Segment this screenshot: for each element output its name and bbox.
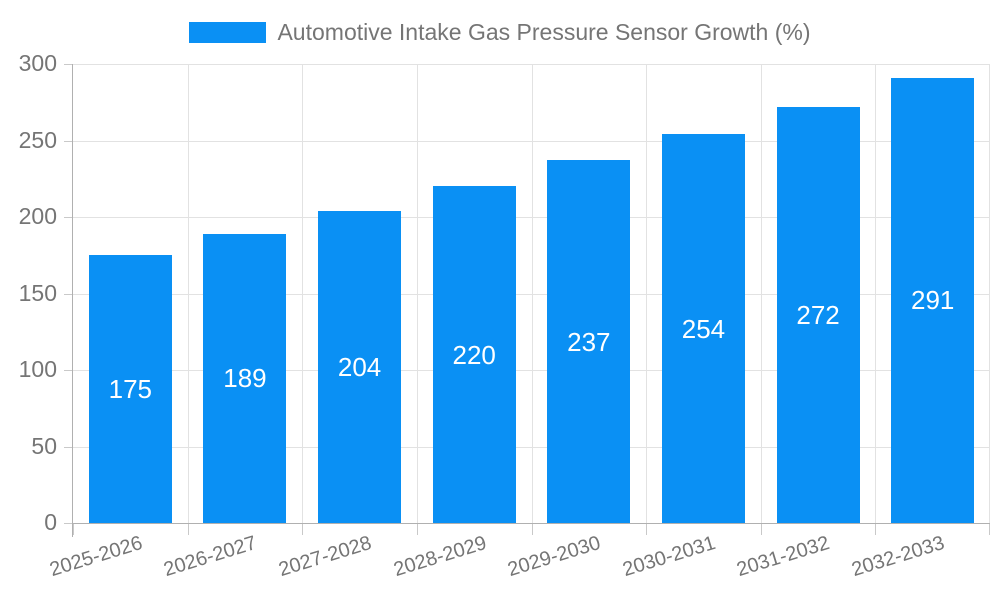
x-axis-line <box>73 523 990 524</box>
y-axis-label: 250 <box>18 126 57 153</box>
bar-value-label: 220 <box>452 339 496 370</box>
y-axis-label: 0 <box>44 509 57 535</box>
x-axis-label: 2028-2029 <box>390 532 489 582</box>
x-axis-tick <box>875 523 877 535</box>
y-axis-line <box>72 64 73 537</box>
bar-value-label: 204 <box>337 351 382 382</box>
bar[interactable] <box>891 77 975 523</box>
bar[interactable] <box>776 106 860 523</box>
bar-value-label: 189 <box>223 363 267 394</box>
x-axis-label: 2026-2027 <box>161 532 260 582</box>
x-axis-tick <box>531 523 533 535</box>
y-axis-tick <box>64 217 73 218</box>
gridline-vertical <box>989 64 990 523</box>
gridline-vertical <box>531 64 533 523</box>
x-axis-tick <box>989 523 990 535</box>
x-axis-tick <box>302 523 304 535</box>
gridline-vertical <box>416 64 418 523</box>
bar-value-label: 254 <box>681 313 726 344</box>
y-axis-label: 100 <box>18 356 57 382</box>
bar-value-label: 291 <box>910 285 955 316</box>
y-axis-tick <box>64 446 73 448</box>
x-axis-tick <box>646 523 648 535</box>
x-axis-tick <box>416 523 418 535</box>
x-axis-tick <box>760 523 762 535</box>
bar-value-label: 175 <box>108 374 152 405</box>
plot-area: 0 50 100 150 200 250 300 175 2025-2026 189 2026-20… <box>19 52 990 581</box>
gridline-vertical <box>302 64 304 523</box>
y-axis-tick <box>64 293 73 295</box>
x-axis-tick <box>187 523 189 535</box>
y-axis-label: 50 <box>31 432 57 459</box>
bar-value-label: 237 <box>567 326 611 357</box>
y-axis-label: 150 <box>18 279 57 306</box>
bar[interactable] <box>318 210 402 523</box>
bar[interactable] <box>88 255 172 523</box>
bar[interactable] <box>547 160 631 523</box>
bar[interactable] <box>203 233 287 523</box>
gridline-vertical <box>760 64 762 523</box>
gridline-vertical <box>875 64 877 523</box>
bar[interactable] <box>432 186 516 523</box>
legend-item[interactable]: Automotive Intake Gas Pressure Sensor Gr… <box>0 21 1000 44</box>
gridline-vertical <box>646 64 648 523</box>
x-axis-label: 2030-2031 <box>619 532 718 582</box>
legend-swatch <box>189 22 267 43</box>
y-axis-tick <box>64 523 73 524</box>
gridline-vertical <box>187 64 189 523</box>
x-axis-tick <box>73 523 74 535</box>
x-axis-label: 2031-2032 <box>734 532 833 582</box>
y-axis-label: 300 <box>18 50 57 76</box>
y-axis-tick <box>64 64 73 65</box>
legend-label: Automotive Intake Gas Pressure Sensor Gr… <box>277 19 811 45</box>
bar[interactable] <box>661 134 745 523</box>
y-axis-label: 200 <box>18 203 57 229</box>
x-axis-label: 2025-2026 <box>46 532 145 582</box>
x-axis-label: 2027-2028 <box>276 532 374 582</box>
x-axis-label: 2029-2030 <box>505 532 604 582</box>
y-axis-tick <box>64 370 73 371</box>
x-axis-label: 2032-2033 <box>849 532 948 582</box>
bar-value-label: 272 <box>796 299 840 330</box>
y-axis-tick <box>64 140 73 142</box>
